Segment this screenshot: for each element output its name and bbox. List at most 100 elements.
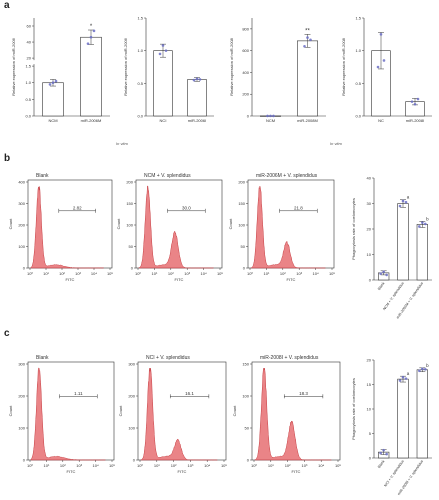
data-point bbox=[382, 270, 385, 274]
y-tick-label: 800 bbox=[242, 26, 249, 31]
bar-chart-a1: 0.0 0.5 1.0 1.5 20 40 60 Relative expression of… bbox=[11, 18, 110, 123]
histogram-area bbox=[250, 185, 326, 269]
histogram-area bbox=[254, 367, 332, 461]
y-tick-label: 200 bbox=[238, 180, 245, 185]
data-point bbox=[376, 65, 380, 69]
x-axis-label: FITC bbox=[287, 277, 296, 282]
data-point bbox=[401, 199, 405, 203]
x-tick-label: 10³ bbox=[76, 463, 82, 468]
data-point bbox=[309, 38, 312, 42]
y-tick-label: 30 bbox=[367, 201, 372, 206]
y-tick-label: 50 bbox=[129, 244, 134, 249]
x-tick-label: 10¹ bbox=[44, 463, 50, 468]
data-point bbox=[89, 35, 93, 39]
y-tick-label: 400 bbox=[242, 70, 249, 75]
y-axis-label: Phagocytosis rate of coelomocytes bbox=[351, 198, 356, 260]
data-point bbox=[269, 114, 272, 118]
gate-percentage-label: 18.3 bbox=[299, 391, 308, 396]
x-tick-label: 10⁰ bbox=[135, 271, 141, 276]
x-tick-label: 10⁵ bbox=[221, 463, 227, 468]
x-axis-label: FITC bbox=[175, 277, 184, 282]
y-tick-label: 1.5 bbox=[137, 16, 143, 21]
data-point bbox=[418, 225, 421, 228]
y-tick-label: 150 bbox=[126, 201, 133, 206]
bar bbox=[397, 203, 409, 281]
x-tick-label: 10³ bbox=[296, 271, 302, 276]
y-axis-label: Count bbox=[228, 218, 233, 230]
data-point bbox=[158, 52, 162, 56]
footnote-in-vitro-left: In vitro bbox=[116, 141, 129, 146]
y-tick-label: 0 bbox=[247, 114, 250, 119]
histogram-area bbox=[138, 185, 214, 269]
y-tick-label: 0.0 bbox=[137, 114, 143, 119]
x-tick-label: 10⁵ bbox=[329, 271, 335, 276]
y-tick-label: 0 bbox=[133, 458, 136, 463]
bar bbox=[416, 369, 428, 459]
histogram-area bbox=[140, 367, 218, 461]
y-tick-label: 0 bbox=[243, 266, 246, 271]
bar-chart-a3: 0 200 400 600 800 Relative expression of miR-… bbox=[229, 18, 326, 123]
x-tick-label: 10³ bbox=[302, 463, 308, 468]
y-tick-label: 150 bbox=[242, 362, 249, 367]
data-point bbox=[198, 78, 202, 81]
bar-chart-b4: 0 10 20 30 40 Phagocytosis rate of coelomocyt… bbox=[351, 176, 432, 320]
bar bbox=[397, 378, 409, 459]
y-axis-label: Count bbox=[118, 405, 123, 417]
data-point bbox=[385, 452, 388, 456]
x-tick-label: 10⁰ bbox=[137, 463, 143, 468]
x-tick-label: miR-2006I bbox=[188, 118, 206, 123]
x-tick-label: 10⁰ bbox=[27, 271, 33, 276]
y-tick-label: 0.0 bbox=[355, 114, 361, 119]
y-tick-label: 10 bbox=[367, 252, 372, 257]
x-tick-label: 10² bbox=[280, 271, 286, 276]
y-tick-label: 10 bbox=[367, 407, 372, 412]
histogram-title: miR-2006M + V. splendidus bbox=[256, 173, 318, 179]
histogram-area bbox=[30, 186, 104, 269]
data-point bbox=[382, 59, 386, 62]
x-axis-label: FITC bbox=[67, 469, 76, 474]
y-tick-label: 1.0 bbox=[137, 48, 143, 53]
histogram-title: miR-2008I + V. splendidus bbox=[260, 355, 319, 361]
x-tick-label: 10⁵ bbox=[335, 463, 341, 468]
x-axis-label: FITC bbox=[292, 469, 301, 474]
data-point bbox=[404, 377, 408, 380]
x-tick-label: miR-2008I bbox=[406, 118, 424, 123]
y-tick-label: 0.5 bbox=[137, 81, 143, 86]
significance-mark: b bbox=[426, 216, 429, 221]
x-tick-label: 10⁴ bbox=[318, 463, 324, 468]
y-tick-label: 40 bbox=[367, 176, 372, 181]
data-point bbox=[272, 114, 275, 118]
x-tick-label: 10² bbox=[285, 463, 291, 468]
significance-mark: b bbox=[426, 363, 429, 368]
x-tick-label: miR-2006M bbox=[81, 118, 102, 123]
significance-mark: * bbox=[90, 24, 93, 30]
panel-label-b: b bbox=[4, 153, 11, 164]
y-axis-label: Count bbox=[232, 405, 237, 417]
bar-chart-c4: 0 5 10 15 20 Phagocytosis rate of coelomocyte… bbox=[351, 358, 432, 496]
flow-histogram-c2: NCI + V. splendidus 0 100 200 300 10⁰ 10¹ 10² 10… bbox=[118, 355, 227, 474]
data-point bbox=[48, 83, 52, 86]
x-tick-label: 10¹ bbox=[43, 271, 49, 276]
y-axis-label: Relative expression of miR-2008 bbox=[229, 37, 234, 96]
data-point bbox=[418, 369, 421, 373]
x-tick-label: miR-2008M bbox=[297, 118, 318, 123]
y-tick-label: 300 bbox=[18, 362, 25, 367]
data-point bbox=[92, 29, 96, 33]
y-tick-label: 50 bbox=[245, 426, 250, 431]
flow-histogram-b2: NCM + V. splendidus 0 50 100 150 200 10⁰ 10¹ 10²… bbox=[116, 173, 223, 282]
gate-percentage-label: 21.8 bbox=[294, 205, 303, 210]
footnote-in-vitro-right: In vitro bbox=[330, 141, 343, 146]
x-tick-label: 10¹ bbox=[154, 463, 160, 468]
data-point bbox=[404, 200, 408, 204]
data-point bbox=[382, 448, 385, 452]
flow-histogram-b3: miR-2006M + V. splendidus 0 50 100 150 200 10⁰… bbox=[228, 173, 335, 282]
y-tick-label: 0.5 bbox=[25, 97, 31, 102]
y-tick-label: 200 bbox=[126, 180, 133, 185]
data-point bbox=[410, 100, 414, 103]
x-tick-label: NCI bbox=[160, 118, 167, 123]
x-tick-label: 10⁵ bbox=[217, 271, 223, 276]
y-tick-label: 0.0 bbox=[25, 114, 31, 119]
data-point bbox=[421, 221, 424, 224]
bar bbox=[187, 79, 207, 117]
y-tick-label: 100 bbox=[242, 394, 249, 399]
